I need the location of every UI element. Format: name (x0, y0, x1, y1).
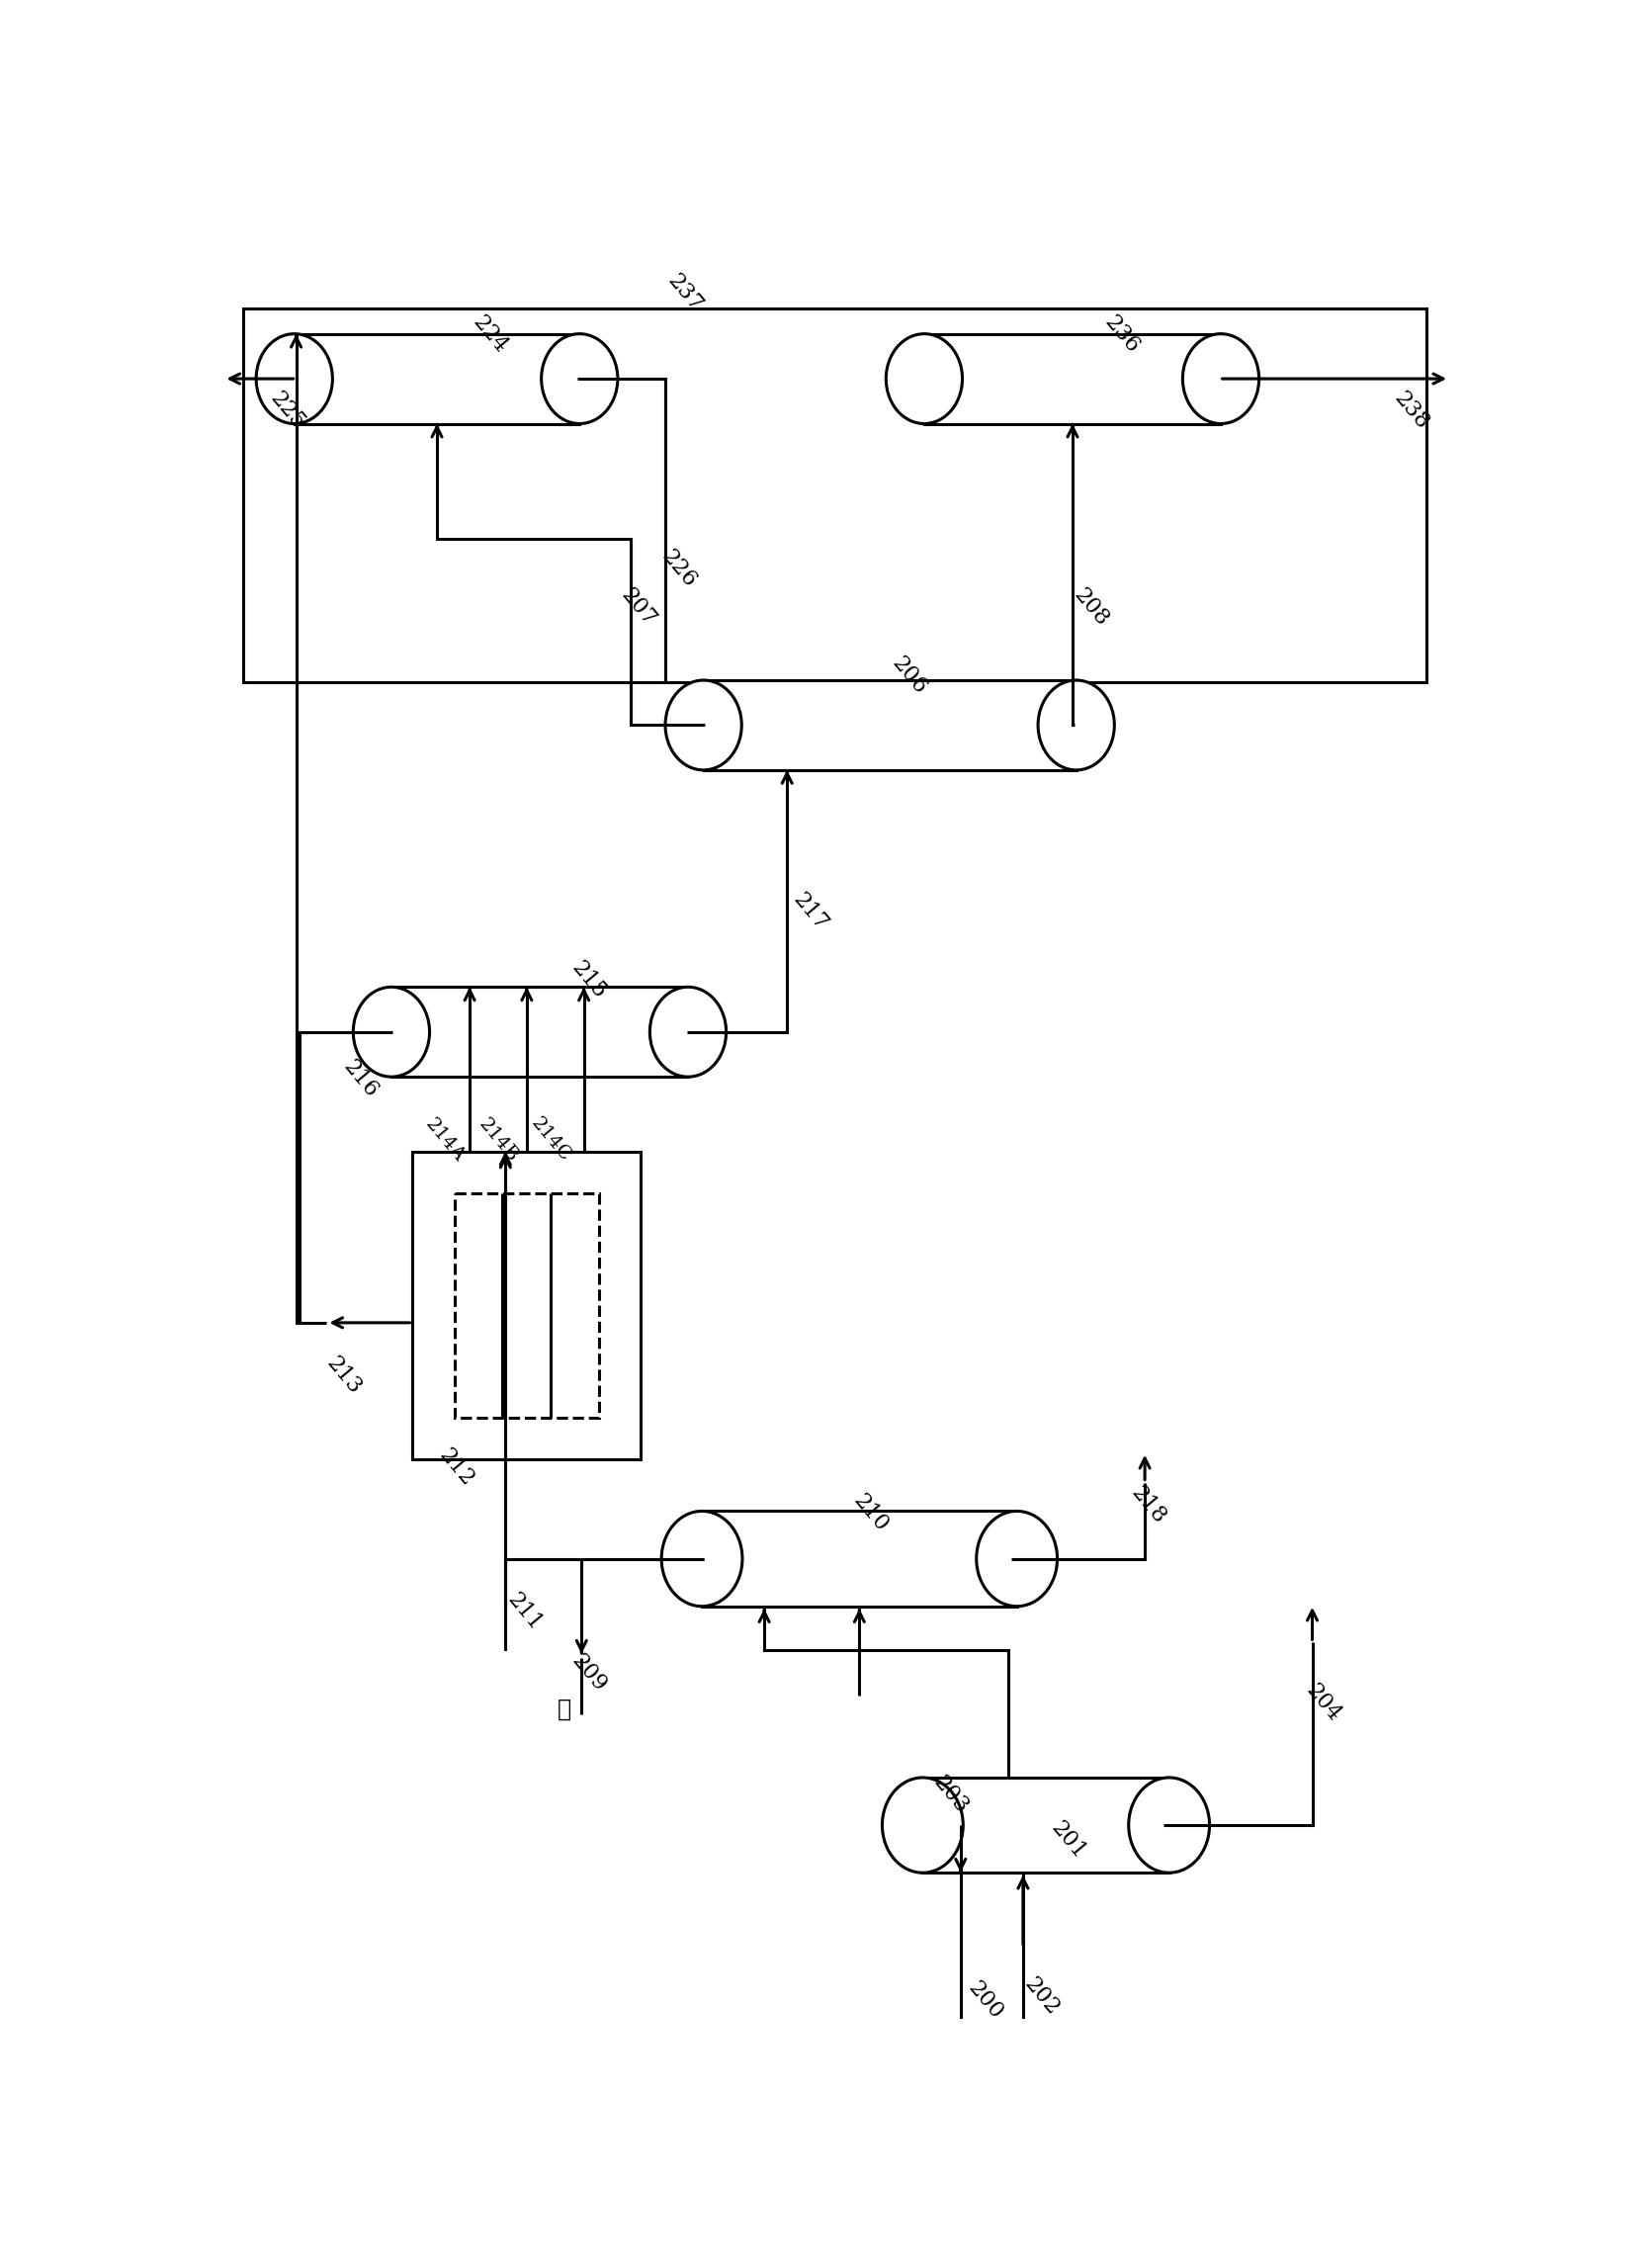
Text: 237: 237 (663, 270, 707, 318)
Ellipse shape (353, 987, 430, 1077)
Text: 214C: 214C (528, 1114, 574, 1166)
Ellipse shape (257, 333, 332, 424)
Text: 214A: 214A (422, 1116, 468, 1166)
Text: 206: 206 (887, 653, 931, 699)
Text: 214B: 214B (474, 1116, 520, 1166)
Ellipse shape (1129, 1778, 1209, 1873)
Ellipse shape (661, 1510, 743, 1606)
Ellipse shape (1183, 333, 1260, 424)
Bar (294, 333, 579, 424)
Ellipse shape (649, 987, 726, 1077)
Bar (391, 987, 689, 1077)
Text: 204: 204 (1302, 1681, 1345, 1726)
Text: 水: 水 (558, 1699, 573, 1721)
Text: 226: 226 (658, 547, 700, 592)
Ellipse shape (882, 1778, 964, 1873)
Text: 218: 218 (1127, 1483, 1170, 1529)
Bar (702, 1510, 1018, 1606)
Text: 207: 207 (617, 585, 661, 631)
Text: 209: 209 (568, 1649, 610, 1696)
Text: 216: 216 (339, 1057, 383, 1102)
Text: 211: 211 (502, 1590, 546, 1635)
Ellipse shape (666, 680, 741, 771)
Text: 200: 200 (964, 1978, 1006, 2023)
Text: 203: 203 (929, 1771, 972, 1819)
Text: 208: 208 (1070, 583, 1114, 631)
Text: 212: 212 (434, 1445, 478, 1490)
Text: 213: 213 (322, 1354, 366, 1399)
Text: 225: 225 (267, 388, 309, 433)
Ellipse shape (1037, 680, 1114, 771)
Bar (455, 1193, 599, 1418)
Bar (703, 680, 1076, 771)
Text: 224: 224 (468, 311, 512, 358)
Ellipse shape (977, 1510, 1057, 1606)
Text: 210: 210 (849, 1490, 893, 1535)
Text: 215: 215 (568, 957, 610, 1002)
Ellipse shape (887, 333, 962, 424)
Ellipse shape (542, 333, 618, 424)
Text: 201: 201 (1047, 1817, 1091, 1864)
Bar (923, 1778, 1170, 1873)
Text: 238: 238 (1389, 388, 1433, 433)
Bar (242, 308, 1427, 683)
Text: 236: 236 (1099, 311, 1144, 358)
Bar (924, 333, 1220, 424)
Text: 217: 217 (789, 889, 831, 934)
Text: 202: 202 (1021, 1973, 1063, 2019)
Bar (412, 1152, 641, 1461)
